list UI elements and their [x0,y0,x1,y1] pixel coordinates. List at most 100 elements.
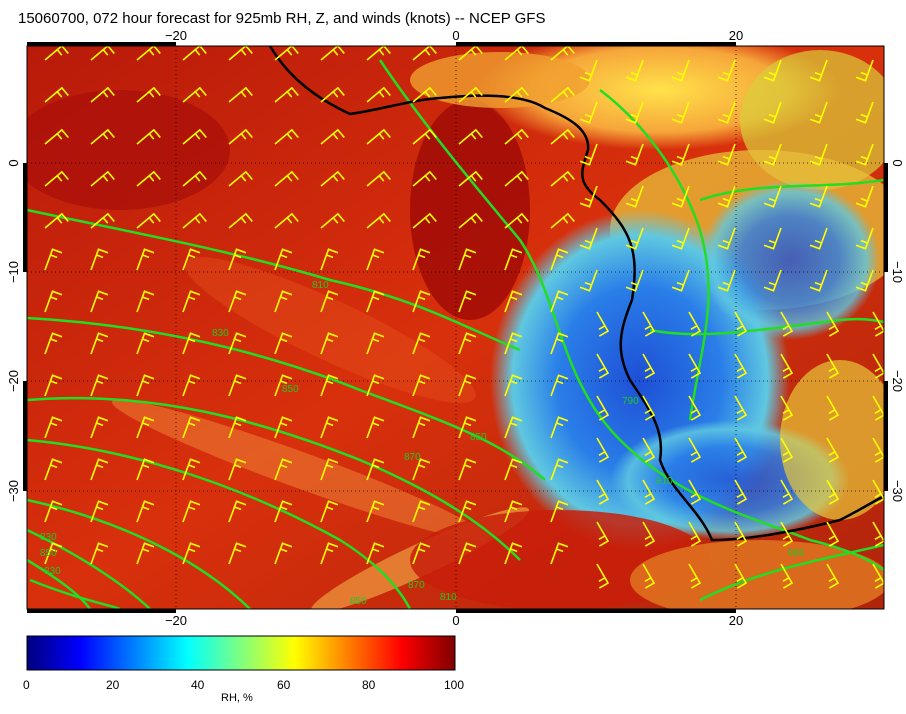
wind-barb [458,290,477,313]
wind-barb [228,458,247,481]
wind-barb [136,86,161,103]
colorbar-gradient [26,635,456,671]
wind-barb [44,170,69,187]
wind-barb [550,128,575,145]
wind-barb [44,500,63,523]
wind-barb [504,500,523,523]
wind-barb [274,212,299,229]
wind-barb [90,212,115,229]
wind-barb [44,374,63,397]
wind-barb [182,500,201,523]
wind-barb [596,563,610,589]
wind-barb [320,128,345,145]
wind-barb [274,248,293,271]
wind-barb [274,46,299,61]
wind-barb [136,416,155,439]
wind-barb [642,353,656,379]
wind-barb [504,542,523,565]
wind-barb [182,86,207,103]
wind-barb [136,458,155,481]
wind-barb [458,374,477,397]
wind-barb [458,332,477,355]
wind-barb [458,500,477,523]
colorbar-tick: 80 [362,678,376,692]
wind-barb [44,86,69,103]
wind-barb [228,416,247,439]
wind-barb [780,437,794,463]
wind-barb [642,437,656,463]
wind-barb [366,128,391,145]
wind-barb [855,143,874,166]
wind-barb [182,290,201,313]
contour-label: 830 [40,532,57,543]
wind-barb [688,437,702,463]
wind-barb [44,416,63,439]
wind-barb [872,479,884,505]
wind-barb [763,143,782,166]
wind-barb [734,395,748,421]
wind-barb [274,332,293,355]
wind-barb [274,128,299,145]
wind-barb [182,46,207,61]
wind-barb [366,86,391,103]
wind-barb [642,563,656,589]
wind-barb [228,374,247,397]
wind-barb [90,416,109,439]
wind-barb [90,374,109,397]
height-contours [27,59,884,609]
wind-barb [642,395,656,421]
wind-barb [228,500,247,523]
lon-tick-top-2: 0 [452,28,459,43]
wind-barb [504,374,523,397]
wind-barb [90,128,115,145]
wind-barb [412,332,431,355]
wind-barb [366,290,385,313]
wind-barb [872,395,884,421]
wind-barb [274,290,293,313]
wind-barb [228,332,247,355]
wind-barb [504,290,523,313]
wind-barb [458,542,477,565]
wind-barb [717,101,736,124]
wind-barb [596,521,610,547]
contour-label: 850 [470,432,487,443]
wind-barb [136,374,155,397]
map-title: 15060700, 072 hour forecast for 925mb RH… [18,10,546,27]
contour-label: 830 [44,566,61,577]
wind-barb [228,248,247,271]
wind-barb [412,46,437,61]
wind-barb [671,269,690,292]
wind-barb [550,374,569,397]
wind-barb [320,248,339,271]
wind-barb [320,500,339,523]
wind-barb [412,212,437,229]
wind-barb [780,521,794,547]
wind-barb [625,59,644,82]
wind-barb [366,416,385,439]
wind-barb [458,170,483,187]
wind-barb [44,46,69,61]
contour-label: 790 [622,396,639,407]
wind-barb [625,269,644,292]
wind-barb [136,46,161,61]
wind-barb [366,170,391,187]
wind-barb [763,269,782,292]
wind-barb [734,353,748,379]
wind-barb [504,46,529,61]
colorbar-tick: 40 [191,678,205,692]
wind-barb [228,170,253,187]
wind-barb [182,542,201,565]
lat-tick-left-4: −30 [6,480,21,502]
wind-barb [688,353,702,379]
wind-barb [734,521,748,547]
wind-barb [809,185,828,208]
wind-barb [625,101,644,124]
wind-barb [855,101,874,124]
wind-barb [550,500,569,523]
colorbar-title: RH, % [221,692,253,704]
wind-barb [717,185,736,208]
wind-barb [366,542,385,565]
wind-barb [320,86,345,103]
wind-barb [136,248,155,271]
wind-barb [596,395,610,421]
